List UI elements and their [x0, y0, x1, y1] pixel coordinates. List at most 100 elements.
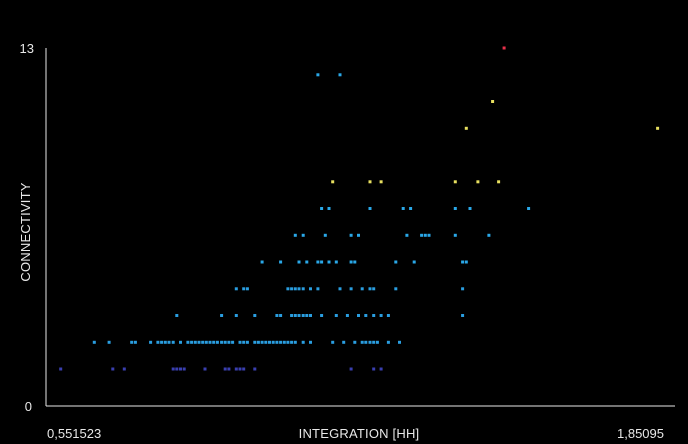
- data-point: [331, 180, 335, 184]
- data-point: [349, 233, 353, 237]
- data-point: [242, 367, 246, 371]
- data-point: [320, 260, 324, 264]
- data-point: [412, 260, 416, 264]
- data-point: [186, 340, 190, 344]
- data-point: [487, 233, 491, 237]
- data-point: [320, 207, 324, 210]
- data-point: [316, 260, 320, 264]
- data-point: [386, 314, 390, 317]
- x-axis-title: INTEGRATION [HH]: [299, 426, 420, 441]
- data-point: [264, 340, 268, 344]
- data-point: [305, 260, 309, 264]
- data-point: [231, 340, 235, 344]
- data-point: [372, 314, 376, 317]
- data-point: [293, 314, 297, 317]
- data-point: [167, 340, 171, 344]
- data-points-group: [59, 46, 660, 371]
- data-point: [234, 314, 238, 317]
- data-point: [179, 367, 182, 371]
- data-point: [171, 367, 175, 371]
- data-point: [130, 340, 134, 344]
- data-point: [453, 180, 457, 184]
- data-point: [353, 260, 357, 264]
- data-point: [497, 180, 501, 184]
- data-point: [238, 340, 242, 344]
- data-point: [227, 340, 231, 344]
- data-point: [372, 367, 376, 371]
- data-point: [420, 233, 424, 237]
- data-point: [245, 340, 249, 344]
- data-point: [275, 314, 279, 317]
- data-point: [327, 207, 331, 210]
- data-point: [253, 314, 257, 317]
- data-point: [316, 287, 320, 291]
- data-point: [345, 314, 349, 317]
- data-point: [275, 340, 279, 344]
- data-point: [360, 340, 364, 344]
- data-point: [160, 340, 164, 344]
- data-point: [327, 260, 331, 264]
- data-point: [297, 314, 301, 317]
- data-point: [323, 233, 327, 237]
- data-point: [394, 260, 398, 264]
- data-point: [401, 207, 405, 210]
- data-point: [290, 314, 294, 317]
- data-point: [338, 287, 342, 291]
- data-point: [59, 367, 63, 371]
- data-point: [215, 340, 219, 344]
- data-point: [349, 260, 353, 264]
- data-point: [476, 180, 480, 184]
- data-point: [386, 340, 390, 344]
- data-point: [357, 233, 360, 237]
- data-point: [182, 367, 186, 371]
- data-point: [502, 46, 506, 50]
- data-point: [286, 340, 290, 344]
- data-point: [353, 340, 357, 344]
- data-point: [197, 340, 201, 344]
- data-point: [190, 340, 194, 344]
- data-point: [212, 340, 216, 344]
- data-point: [220, 314, 224, 317]
- data-point: [227, 367, 231, 371]
- data-point: [372, 287, 376, 291]
- data-point: [372, 340, 376, 344]
- data-point: [309, 287, 312, 291]
- data-point: [293, 287, 297, 291]
- data-point: [253, 367, 257, 371]
- data-point: [423, 233, 427, 237]
- data-point: [461, 314, 465, 317]
- data-point: [331, 340, 335, 344]
- data-point: [368, 180, 372, 184]
- data-point: [357, 314, 360, 317]
- data-point: [364, 340, 368, 344]
- data-point: [364, 314, 368, 317]
- y-tick-label-min: 0: [25, 399, 32, 414]
- data-point: [242, 287, 246, 291]
- data-point: [453, 233, 457, 237]
- data-point: [409, 207, 413, 210]
- y-axis-title: CONNECTIVITY: [18, 182, 33, 281]
- data-point: [268, 340, 271, 344]
- data-point: [293, 233, 297, 237]
- data-point: [338, 73, 342, 77]
- data-point: [92, 340, 96, 344]
- data-point: [405, 233, 409, 237]
- data-point: [293, 340, 297, 344]
- data-point: [320, 314, 324, 317]
- data-point: [220, 340, 224, 344]
- data-point: [301, 340, 305, 344]
- data-point: [309, 314, 312, 317]
- data-point: [279, 340, 283, 344]
- data-point: [290, 340, 294, 344]
- data-point: [453, 207, 457, 210]
- data-point: [201, 340, 205, 344]
- data-point: [468, 207, 472, 210]
- data-point: [301, 314, 305, 317]
- data-point: [238, 367, 242, 371]
- data-point: [193, 340, 197, 344]
- x-tick-label-min: 0,551523: [47, 426, 101, 441]
- data-point: [464, 260, 468, 264]
- data-point: [175, 314, 179, 317]
- data-point: [316, 73, 320, 77]
